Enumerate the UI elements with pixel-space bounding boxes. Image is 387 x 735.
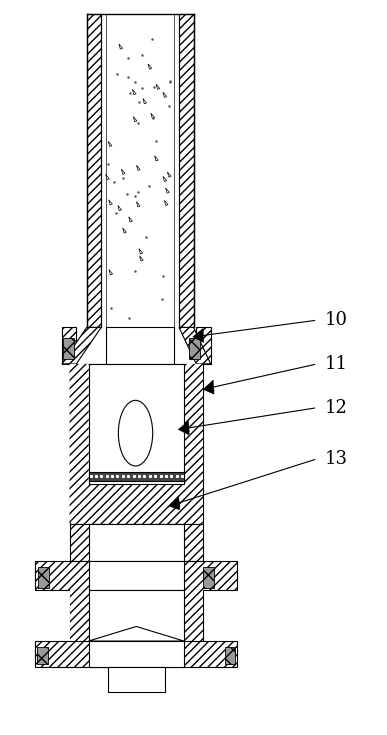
Circle shape: [118, 401, 153, 466]
Bar: [37, 647, 48, 664]
Text: 11: 11: [325, 355, 348, 373]
Polygon shape: [137, 201, 140, 207]
Polygon shape: [163, 176, 167, 182]
Bar: [179, 14, 194, 327]
Bar: [203, 567, 214, 588]
Polygon shape: [123, 228, 127, 233]
Bar: [70, 524, 203, 561]
Bar: [89, 641, 184, 667]
Bar: [225, 647, 235, 664]
Bar: [87, 14, 101, 327]
Polygon shape: [129, 217, 132, 222]
Polygon shape: [154, 156, 158, 161]
Bar: [89, 590, 184, 641]
Polygon shape: [168, 172, 171, 177]
Polygon shape: [108, 141, 112, 146]
Bar: [35, 561, 237, 590]
Polygon shape: [106, 174, 109, 180]
Polygon shape: [134, 117, 137, 122]
Polygon shape: [62, 327, 101, 364]
Bar: [106, 14, 175, 327]
Polygon shape: [119, 44, 123, 49]
Polygon shape: [151, 113, 154, 118]
Bar: [89, 524, 184, 561]
Polygon shape: [137, 165, 140, 171]
Bar: [89, 472, 184, 481]
Bar: [196, 327, 211, 364]
Bar: [108, 667, 165, 692]
Bar: [89, 561, 184, 590]
Bar: [70, 364, 203, 524]
Bar: [63, 338, 74, 359]
Polygon shape: [193, 329, 204, 343]
Polygon shape: [109, 270, 113, 275]
Polygon shape: [122, 169, 125, 174]
Text: 13: 13: [325, 450, 348, 467]
Bar: [106, 327, 175, 364]
Polygon shape: [109, 200, 112, 205]
Polygon shape: [70, 364, 89, 524]
Polygon shape: [179, 327, 211, 364]
Polygon shape: [184, 364, 203, 524]
Polygon shape: [148, 64, 152, 69]
Polygon shape: [169, 496, 180, 510]
Bar: [70, 590, 203, 641]
Text: 10: 10: [325, 311, 348, 329]
Bar: [189, 338, 200, 359]
Polygon shape: [70, 590, 89, 641]
Bar: [35, 641, 237, 667]
Polygon shape: [139, 248, 142, 254]
Polygon shape: [163, 92, 167, 98]
Bar: [89, 364, 184, 484]
Polygon shape: [143, 98, 147, 104]
Polygon shape: [132, 90, 136, 95]
Polygon shape: [178, 420, 189, 435]
Text: 12: 12: [325, 398, 348, 417]
Polygon shape: [164, 201, 168, 206]
Polygon shape: [184, 590, 203, 641]
Bar: [62, 327, 76, 364]
Polygon shape: [118, 205, 122, 211]
Polygon shape: [166, 188, 169, 193]
Polygon shape: [89, 626, 184, 641]
Polygon shape: [203, 380, 214, 394]
Polygon shape: [156, 84, 160, 90]
Polygon shape: [140, 256, 143, 261]
Bar: [38, 567, 48, 588]
